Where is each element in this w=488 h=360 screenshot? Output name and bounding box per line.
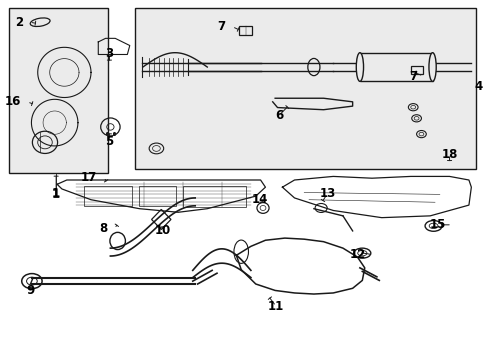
Text: 9: 9 (26, 284, 35, 297)
Text: 7: 7 (217, 20, 225, 33)
Bar (139, 186, 176, 206)
Text: 18: 18 (441, 148, 457, 161)
Text: 15: 15 (428, 218, 445, 231)
Text: 5: 5 (105, 135, 113, 148)
Text: 7: 7 (408, 69, 416, 82)
Text: 3: 3 (105, 47, 113, 60)
Bar (183, 186, 245, 207)
Bar (238, 26, 252, 35)
Bar (9, 8, 108, 173)
Ellipse shape (356, 53, 363, 81)
Text: 6: 6 (274, 109, 283, 122)
Text: 17: 17 (81, 171, 97, 184)
Text: 8: 8 (100, 222, 108, 235)
Text: 14: 14 (251, 193, 267, 206)
Bar (359, 53, 432, 81)
Text: 1: 1 (52, 188, 60, 201)
Bar (134, 8, 475, 169)
Bar (410, 66, 423, 74)
Text: 1: 1 (52, 187, 60, 200)
Text: 10: 10 (154, 224, 170, 238)
Bar (83, 186, 132, 206)
Text: 2: 2 (15, 16, 23, 29)
Text: 12: 12 (349, 248, 366, 261)
Text: 13: 13 (319, 187, 335, 200)
Text: 16: 16 (4, 95, 20, 108)
Text: 4: 4 (474, 80, 482, 93)
Ellipse shape (428, 53, 435, 81)
Text: 11: 11 (267, 300, 284, 313)
